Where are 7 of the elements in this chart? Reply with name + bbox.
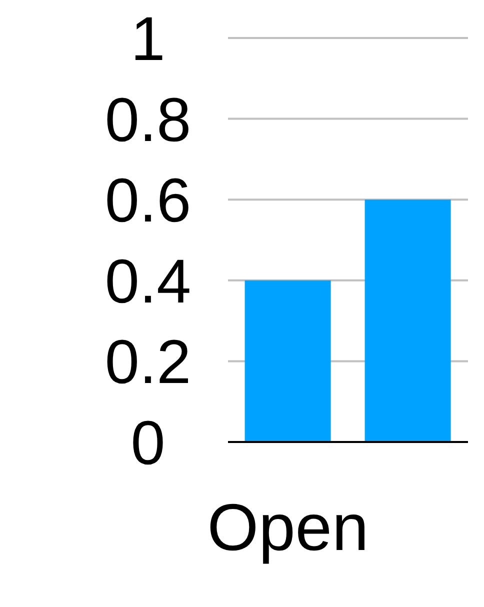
y-tick-label: 0.4 bbox=[104, 247, 192, 316]
x-tick-label: Open bbox=[207, 490, 369, 564]
y-tick-label: 0.2 bbox=[104, 328, 192, 398]
y-tick-label: 0.6 bbox=[104, 166, 192, 236]
y-tick-label: 0 bbox=[130, 409, 166, 478]
y-tick-label: 0.8 bbox=[104, 86, 192, 155]
y-tick-label: 1 bbox=[130, 5, 166, 74]
